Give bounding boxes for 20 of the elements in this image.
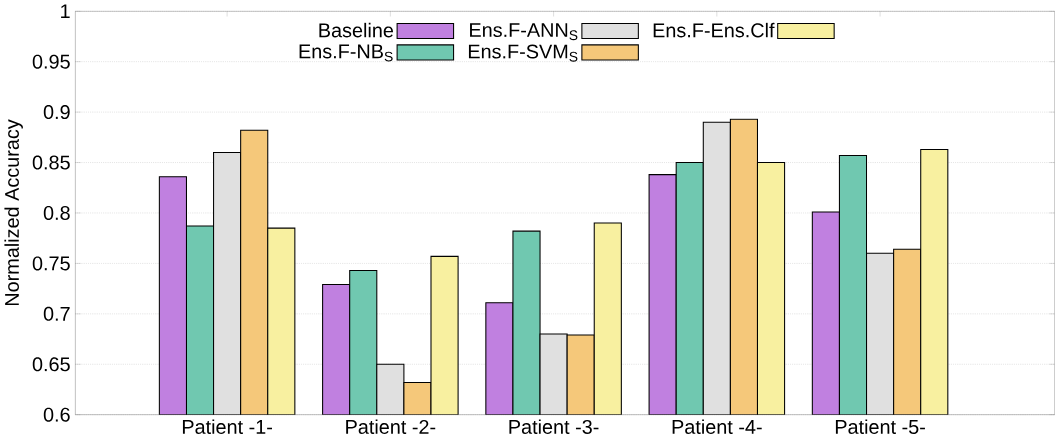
x-tick-label: Patient -5-: [835, 419, 925, 434]
y-tick-label: 0.65: [32, 357, 70, 372]
x-tick-label: Patient -2-: [346, 419, 436, 434]
y-tick-label: 0.8: [43, 205, 70, 220]
y-tick-label: 0.7: [43, 306, 70, 321]
legend-label: Ens.F-ANN$_{S}$: [470, 23, 578, 40]
y-tick-label: 1: [61, 4, 70, 18]
legend-label: Ens.F-NB$_{S}$: [299, 44, 393, 62]
y-tick-label: 0.95: [32, 54, 70, 69]
y-tick-label: 0.75: [32, 256, 70, 271]
y-tick-label: 0.6: [43, 407, 70, 422]
x-tick-label: Patient -1-: [182, 419, 272, 434]
y-axis-title: Normalized Accuracy: [4, 119, 23, 305]
x-tick-label: Patient -4-: [672, 419, 762, 434]
legend-label: Ens.F-Ens.Clf: [653, 22, 775, 38]
y-tick-label: 0.85: [32, 155, 70, 170]
legend-label: Ens.F-SVM$_{S}$: [468, 44, 578, 62]
y-tick-label: 0.9: [43, 104, 70, 119]
legend-label: Baseline: [319, 22, 394, 38]
x-tick-label: Patient -3-: [509, 419, 599, 434]
